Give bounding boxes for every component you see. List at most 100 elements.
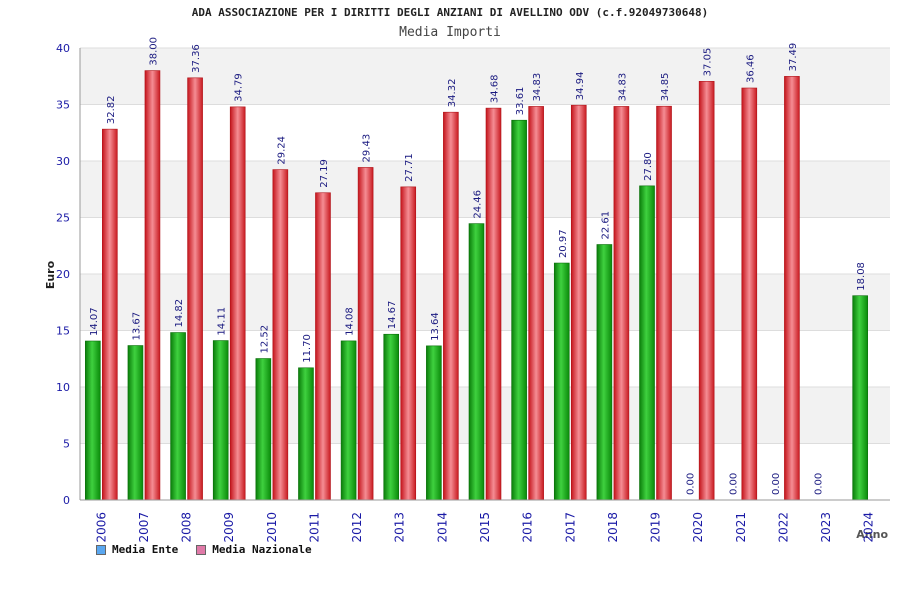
x-tick-label: 2017 [563, 512, 577, 543]
data-label-media-nazionale: 34.85 [660, 73, 671, 102]
data-label-media-nazionale: 37.36 [191, 44, 202, 73]
x-tick-label: 2008 [180, 512, 194, 543]
data-label-media-nazionale: 34.83 [532, 73, 543, 102]
bar-media-nazionale [741, 87, 758, 501]
x-tick-label: 2018 [606, 512, 620, 543]
bar-media-ente [170, 332, 186, 501]
data-label-media-ente: 14.08 [345, 307, 356, 336]
x-tick-label: 2011 [307, 512, 321, 543]
x-tick-label: 2015 [478, 512, 492, 543]
bar-media-ente [468, 223, 485, 501]
x-tick-label: 2016 [521, 512, 535, 543]
x-tick-label: 2021 [734, 512, 748, 543]
bar-media-ente [298, 367, 314, 501]
bar-media-ente [639, 185, 655, 501]
bar-media-ente [85, 340, 101, 501]
data-label-media-nazionale: 37.05 [703, 48, 714, 77]
data-label-media-nazionale: 34.94 [575, 72, 586, 101]
bar-media-ente [596, 244, 613, 501]
legend: Media Ente Media Nazionale [96, 543, 312, 556]
bar-media-nazionale [784, 76, 800, 501]
data-label-media-ente: 11.70 [302, 334, 313, 363]
x-tick-label: 2022 [776, 512, 790, 543]
data-label-media-nazionale: 27.71 [404, 153, 415, 182]
y-tick-label: 40 [56, 42, 70, 55]
x-tick-label: 2012 [350, 512, 364, 543]
data-label-media-nazionale: 34.83 [617, 73, 628, 102]
data-label-media-nazionale: 36.46 [745, 54, 756, 83]
data-label-media-nazionale: 34.32 [447, 79, 458, 108]
data-label-media-nazionale: 29.24 [276, 136, 287, 165]
y-tick-label: 35 [56, 99, 70, 112]
y-axis-title: Euro [44, 260, 57, 289]
bar-media-nazionale [187, 77, 203, 501]
x-tick-label: 2013 [393, 512, 407, 543]
bar-media-ente [127, 345, 144, 501]
data-label-media-ente: 0.00 [771, 473, 782, 495]
y-tick-label: 15 [56, 325, 70, 338]
bar-media-ente [340, 340, 357, 501]
data-label-media-ente: 0.00 [686, 473, 697, 495]
bar-media-nazionale [102, 128, 118, 501]
bar-media-ente [553, 262, 570, 501]
data-label-media-nazionale: 37.49 [788, 43, 799, 72]
data-label-media-ente: 22.61 [600, 211, 611, 240]
bar-media-nazionale [656, 105, 672, 501]
bar-media-nazionale [229, 106, 246, 501]
x-tick-label: 2020 [691, 512, 705, 543]
data-label-media-ente: 33.61 [515, 87, 526, 116]
x-tick-label: 2006 [94, 512, 108, 543]
x-tick-label: 2009 [222, 512, 236, 543]
y-tick-label: 0 [63, 494, 70, 507]
data-label-media-ente: 27.80 [643, 152, 654, 181]
legend-swatch-media-nazionale [196, 544, 207, 555]
data-label-media-nazionale: 38.00 [148, 37, 159, 66]
x-tick-label: 2007 [137, 512, 151, 543]
data-label-media-ente: 24.46 [473, 190, 484, 219]
bar-media-ente [511, 119, 527, 501]
legend-label-media-ente: Media Ente [112, 543, 179, 556]
legend-item-media-nazionale: Media Nazionale [196, 543, 312, 556]
bar-media-nazionale [613, 106, 630, 501]
chart-subtitle: Media Importi [399, 25, 501, 40]
data-label-media-nazionale: 34.68 [490, 74, 501, 103]
bar-media-nazionale [315, 192, 331, 501]
x-tick-label: 2014 [435, 512, 449, 543]
bar-media-ente [212, 340, 229, 501]
data-label-media-ente: 18.08 [856, 262, 867, 291]
bar-media-nazionale [144, 70, 161, 501]
data-label-media-nazionale: 32.82 [106, 95, 117, 124]
data-label-media-ente: 13.64 [430, 312, 441, 341]
y-tick-label: 5 [63, 438, 70, 451]
legend-item-media-ente: Media Ente [96, 543, 178, 556]
bar-media-ente [383, 333, 400, 501]
bar-media-ente [852, 295, 868, 501]
bar-media-ente [426, 345, 442, 501]
x-tick-label: 2019 [649, 512, 663, 543]
y-tick-label: 10 [56, 381, 70, 394]
data-label-media-ente: 0.00 [728, 473, 739, 495]
x-tick-label: 2023 [819, 512, 833, 543]
x-tick-label: 2010 [265, 512, 279, 543]
y-tick-label: 25 [56, 212, 70, 225]
data-label-media-nazionale: 27.19 [319, 159, 330, 188]
legend-swatch-media-ente [96, 544, 106, 555]
data-label-media-nazionale: 29.43 [362, 134, 373, 163]
chart-title: ADA ASSOCIAZIONE PER I DIRITTI DEGLI ANZ… [191, 6, 709, 19]
y-tick-label: 20 [56, 268, 70, 281]
bar-media-ente [255, 358, 272, 501]
bar-media-nazionale [400, 186, 417, 501]
bar-media-nazionale [485, 107, 502, 501]
x-axis-title: Anno [856, 528, 888, 541]
y-tick-label: 30 [56, 155, 70, 168]
bar-media-nazionale [570, 104, 587, 501]
data-label-media-nazionale: 34.79 [234, 73, 245, 102]
data-label-media-ente: 0.00 [814, 473, 825, 495]
x-tick-label: 2024 [862, 512, 876, 543]
data-label-media-ente: 12.52 [259, 325, 270, 354]
data-label-media-ente: 14.11 [217, 307, 228, 336]
bar-media-nazionale [357, 167, 374, 501]
data-label-media-ente: 20.97 [558, 229, 569, 258]
bar-media-nazionale [528, 106, 544, 501]
